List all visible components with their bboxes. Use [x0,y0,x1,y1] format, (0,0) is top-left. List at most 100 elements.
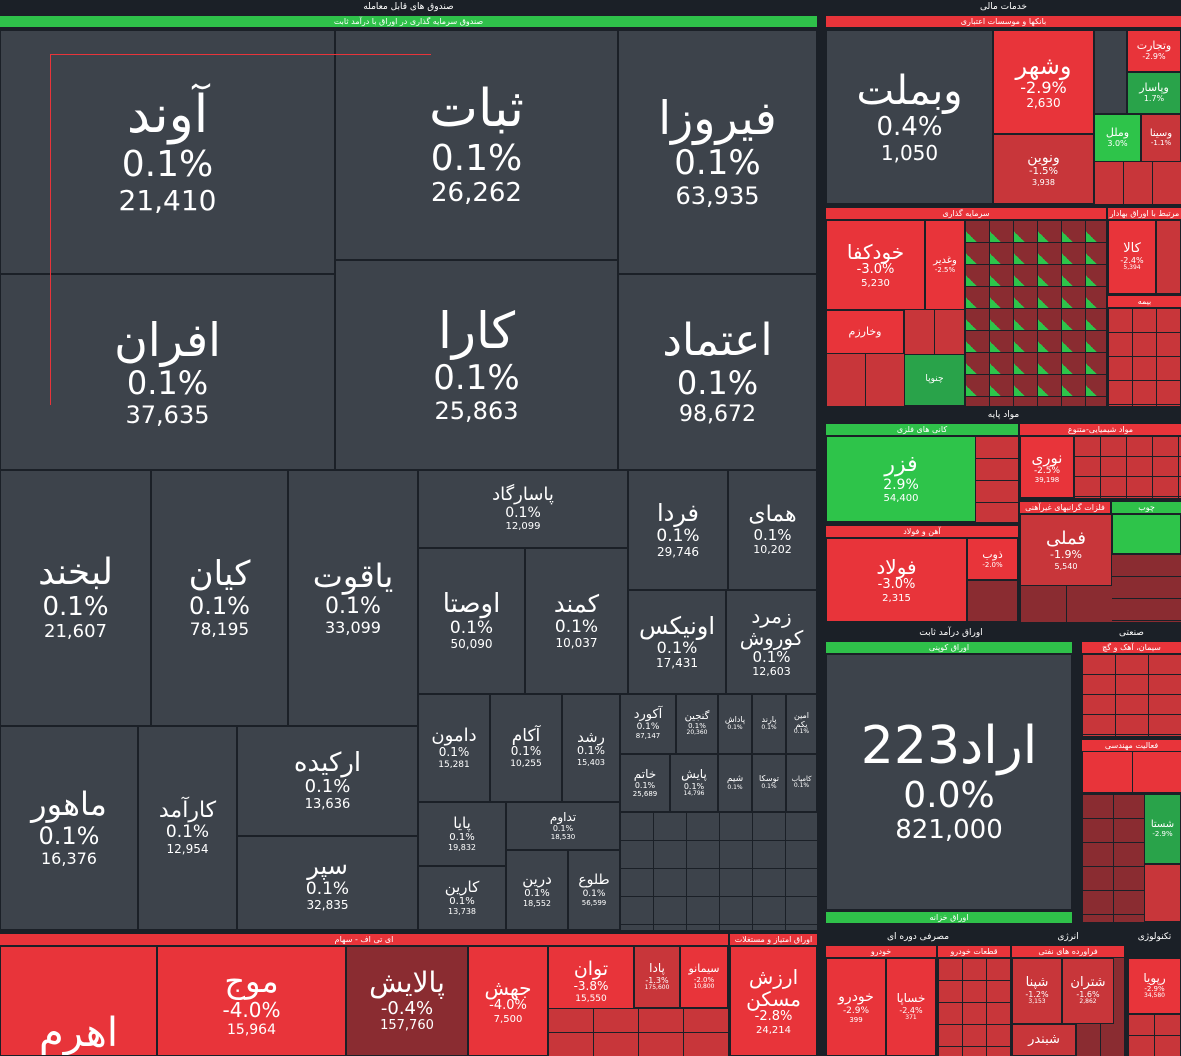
price: 63,935 [675,182,760,211]
tile-roshd[interactable]: رشد 0.1% 15,403 [562,694,620,802]
tile-pada[interactable]: پادا -1.3% 175,600 [634,946,680,1008]
symbol: پاسارگاد [492,484,554,506]
symbol: دامون [431,725,477,747]
tile-vkharazm[interactable]: چنوپا [904,354,965,406]
change: 0.1% [656,525,700,546]
tile-kamyab[interactable]: کامیاب 0.1% [786,754,817,812]
tile-farda[interactable]: فردا 0.1% 29,746 [628,470,728,590]
tile-karin[interactable]: کارین 0.1% 13,738 [418,866,506,930]
tile-mowj[interactable]: موج -4.0% 15,964 [157,946,346,1056]
industrial-grid [1082,794,1144,922]
tile-chenupa[interactable] [1112,514,1181,554]
small-bank-tiles-2 [1094,162,1181,204]
tile-tadavom[interactable]: تداوم 0.1% 18,530 [506,802,620,850]
price: 98,672 [679,401,756,427]
tile-vbmellat[interactable]: وبملت 0.4% 1,050 [826,30,993,204]
tile-kamand[interactable]: کمند 0.1% 10,037 [525,548,628,694]
change: 0.1% [38,821,100,850]
tile-fameli[interactable]: فملی -1.9% 5,540 [1020,514,1112,586]
tile-shebandar[interactable]: شبندر [1012,1024,1076,1056]
tile-afran[interactable]: افران 0.1% 37,635 [0,274,335,470]
tile-vpasar[interactable]: وپاسار 1.7% [1127,72,1181,114]
tile-vnovin[interactable]: ونوین -1.5% 3,938 [993,134,1094,204]
tile-labkhand[interactable]: لبخند 0.1% 21,607 [0,470,151,726]
change: 0.1% [688,722,706,731]
change: 0.1% [753,526,792,545]
tile-khodro[interactable]: خودرو -2.9% 399 [826,958,886,1056]
tile-shim[interactable]: شیم 0.1% [718,754,752,812]
tile-zob[interactable]: ذوب -2.0% [967,538,1018,580]
tile-kala[interactable]: کالا -2.4% 5,394 [1108,220,1156,294]
tile-shepna[interactable]: شپنا -1.2% 3,153 [1012,958,1062,1024]
change: -1.1% [1150,139,1172,148]
symbol: طلوع [578,872,610,889]
tile-kian[interactable]: کیان 0.1% 78,195 [151,470,288,726]
tile-tavan[interactable]: توان -3.8% 15,550 [548,946,634,1018]
symbol: سپر [307,852,348,881]
tile-shetran[interactable]: شتران -1.6% 2,862 [1062,958,1114,1024]
tile-simano[interactable]: سیمانو -2.0% 10,800 [680,946,728,1008]
tile-foolad[interactable]: فولاد -3.0% 2,315 [826,538,967,622]
tile-khatam[interactable]: خاتم 0.1% 25,689 [620,754,670,812]
tile-vghadir[interactable]: وغدیر -2.5% [925,220,965,310]
tile-pasargad[interactable]: پاسارگاد 0.1% 12,099 [418,470,628,548]
symbol: آکورد [633,706,663,722]
tile-tolou[interactable]: طلوع 0.1% 56,599 [568,850,620,930]
tile-touska[interactable]: توسکا 0.1% [752,754,786,812]
tile-akord[interactable]: آکورد 0.1% 87,147 [620,694,676,754]
change: -0.4% [380,997,434,1019]
tile-sabat[interactable]: ثبات 0.1% 26,262 [335,30,618,260]
price: 175,600 [644,983,670,991]
tile-arzesh-maskan[interactable]: ارزش مسکن -2.8% 24,214 [730,946,817,1056]
tile-khodkafa[interactable]: خودکفا -3.0% 5,230 [826,220,925,310]
change: -2.4% [899,1005,923,1015]
tile-vtejarat[interactable]: وتجارت -2.9% [1127,30,1181,72]
tile-nouri[interactable]: نوری -2.5% 39,198 [1020,436,1074,498]
tile-separ[interactable]: سپر 0.1% 32,835 [237,836,418,930]
bonds-header: اوراق درآمد ثابت [826,626,1076,640]
symbol: اعتماد [662,314,773,366]
tile-amin[interactable]: امین یکم 0.1% [786,694,817,754]
tile-khsapa[interactable]: خساپا -2.4% 371 [886,958,936,1056]
tile-ousta[interactable]: اوصتا 0.1% 50,090 [418,548,525,694]
change: 0.1% [325,593,381,619]
tile-fazar[interactable]: فزر 2.9% 54,400 [826,436,976,522]
price: 21,410 [118,184,217,218]
tile-avand[interactable]: آوند 0.1% 21,410 [0,30,335,274]
tile-rapoya[interactable]: رپویا -2.9% 34,580 [1128,958,1181,1014]
tile-parand[interactable]: پارند 0.1% [752,694,786,754]
tile-homay[interactable]: همای 0.1% 10,202 [728,470,817,590]
tile-ahrom[interactable]: اهرم [0,946,157,1056]
tile-yaghout[interactable]: یاقوت 0.1% 33,099 [288,470,418,726]
tile-shasta[interactable]: وخارزم [826,310,904,354]
tile-darin[interactable]: درین 0.1% 18,552 [506,850,568,930]
tile-vsina[interactable]: وسینا -1.1% [1141,114,1181,162]
tile-vmellal[interactable]: وملل 3.0% [1094,114,1141,162]
tile-onix[interactable]: اونیکس 0.1% 17,431 [628,590,726,694]
symbol: وغدیر [933,255,957,267]
tile-arad223[interactable]: اراد223 0.0% 821,000 [826,654,1072,910]
tile-zomorod[interactable]: زمرد کوروش 0.1% 12,603 [726,590,817,694]
price: 25,689 [632,790,658,799]
tile-payesh[interactable]: پایش 0.1% 14,796 [670,754,718,812]
tile-padash[interactable]: پاداش 0.1% [718,694,752,754]
investment-grid [965,220,1106,406]
tile-orkide[interactable]: ارکیده 0.1% 13,636 [237,726,418,836]
tile-palayesh[interactable]: پالایش -0.4% 157,760 [346,946,468,1056]
tile-kara[interactable]: کارا 0.1% 25,863 [335,260,618,470]
tile-hasina[interactable]: شستا -2.9% [1144,794,1181,864]
symbol: پایا [453,814,471,833]
tile-paya[interactable]: پایا 0.1% 19,832 [418,802,506,866]
tile-etemad[interactable]: اعتماد 0.1% 98,672 [618,274,817,470]
tile-karamad[interactable]: کارآمد 0.1% 12,954 [138,726,237,930]
tile-ganjin[interactable]: گنجین 0.1% 20,360 [676,694,718,754]
tile-jahesh[interactable]: جهش -4.0% 7,500 [468,946,548,1056]
symbol: خساپا [896,991,926,1006]
tile-damoun[interactable]: دامون 0.1% 15,281 [418,694,490,802]
tile-firouza[interactable]: فیروزا 0.1% 63,935 [618,30,817,274]
tile-akam[interactable]: آکام 0.1% 10,255 [490,694,562,802]
tile-mahour[interactable]: ماهور 0.1% 16,376 [0,726,138,930]
tile-vshahr[interactable]: وشهر -2.9% 2,630 [993,30,1094,134]
wood-grid [1112,554,1181,622]
symbol: نوری [1031,448,1063,467]
